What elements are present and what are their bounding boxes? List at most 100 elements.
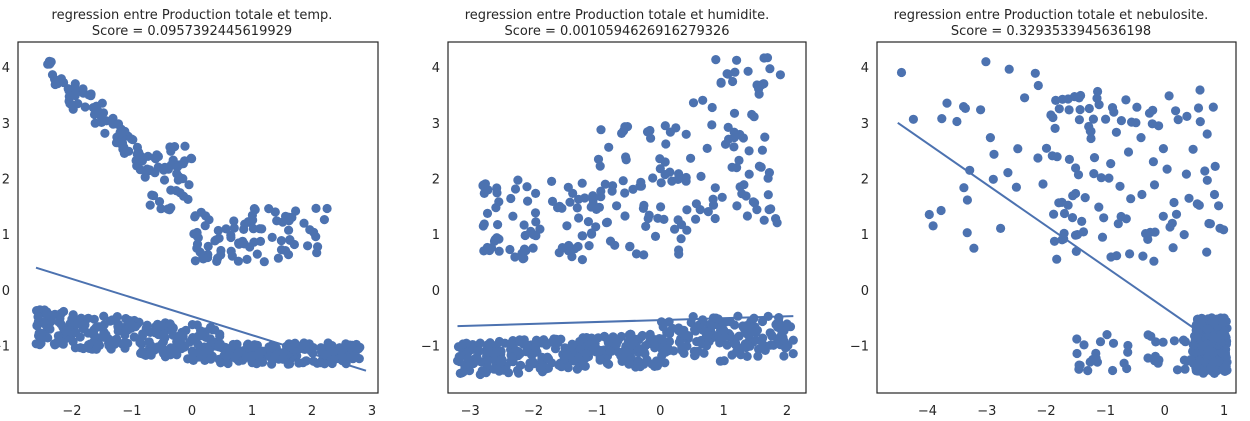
data-point — [264, 342, 274, 352]
data-point — [1020, 93, 1030, 103]
chart-score: Score = 0.0957392445619929 — [92, 24, 292, 39]
data-point — [73, 99, 83, 109]
data-point — [1033, 153, 1043, 163]
data-point — [252, 249, 262, 259]
data-point — [1047, 151, 1057, 161]
data-point — [742, 211, 753, 221]
data-point — [711, 55, 721, 65]
data-point — [1004, 64, 1014, 74]
data-point — [710, 213, 720, 224]
data-point — [1106, 252, 1116, 262]
data-point — [1148, 157, 1158, 167]
data-point — [612, 201, 622, 211]
data-point — [98, 330, 109, 340]
data-point — [562, 350, 572, 360]
data-point — [758, 333, 768, 343]
data-point — [1126, 194, 1136, 204]
data-point — [590, 338, 600, 348]
regression-line — [35, 266, 367, 372]
data-point — [221, 224, 231, 234]
data-point — [719, 356, 729, 366]
y-tick-label: 1 — [432, 228, 440, 243]
data-point — [513, 346, 523, 357]
data-point — [1123, 347, 1133, 357]
data-point — [568, 188, 578, 198]
data-point — [276, 236, 286, 246]
data-point — [1123, 147, 1134, 157]
data-point — [1109, 107, 1119, 117]
data-point — [129, 332, 139, 342]
data-point — [308, 343, 318, 353]
data-point — [113, 322, 123, 332]
data-point — [751, 335, 761, 345]
data-point — [574, 213, 584, 223]
data-point — [670, 224, 680, 234]
data-point — [928, 221, 938, 231]
data-point — [522, 182, 532, 192]
data-point — [1111, 127, 1121, 137]
x-tick-label: 1 — [248, 404, 256, 419]
data-point — [738, 322, 748, 332]
data-point — [607, 186, 617, 196]
data-point — [156, 204, 166, 214]
data-point — [93, 340, 103, 350]
data-point — [1011, 182, 1022, 192]
data-point — [1208, 102, 1218, 112]
data-point — [639, 347, 649, 357]
data-point — [80, 102, 90, 112]
chart-score: Score = 0.3293533945636198 — [951, 24, 1151, 39]
data-point — [722, 69, 732, 79]
data-point — [703, 330, 713, 340]
data-point — [965, 165, 975, 175]
data-point — [1108, 365, 1118, 376]
data-point — [290, 338, 300, 348]
data-point — [257, 357, 267, 367]
data-point — [83, 328, 93, 338]
data-point — [628, 184, 638, 194]
data-point — [580, 193, 590, 203]
y-tick-label: 4 — [861, 61, 869, 76]
data-point — [154, 197, 165, 207]
data-point — [741, 191, 751, 201]
data-point — [1102, 330, 1112, 340]
data-point — [759, 215, 769, 225]
data-point — [1072, 348, 1082, 359]
data-point — [547, 196, 558, 206]
data-point — [316, 358, 326, 368]
x-tick-label: 2 — [308, 404, 316, 419]
data-point — [1083, 366, 1093, 376]
data-point — [311, 203, 321, 213]
data-point — [1169, 336, 1179, 346]
data-point — [682, 225, 692, 235]
data-point — [153, 162, 163, 172]
data-point — [936, 205, 946, 216]
x-tick-label: −2 — [1037, 404, 1056, 419]
scatter-points — [453, 53, 798, 380]
data-point — [204, 345, 214, 355]
chart-score: Score = 0.0010594626916279326 — [504, 24, 729, 39]
data-point — [698, 95, 708, 105]
data-point — [312, 248, 322, 258]
data-point — [757, 145, 768, 155]
data-point — [981, 57, 991, 67]
data-point — [233, 256, 243, 266]
data-point — [1188, 340, 1198, 350]
data-point — [322, 203, 332, 214]
data-point — [198, 254, 208, 264]
data-point — [620, 188, 630, 198]
data-point — [1101, 114, 1111, 124]
data-point — [216, 250, 226, 260]
data-point — [189, 229, 199, 239]
data-point — [483, 347, 493, 357]
data-point — [1099, 213, 1109, 223]
data-point — [735, 182, 745, 192]
data-point — [341, 339, 351, 349]
data-point — [692, 337, 702, 347]
data-point — [228, 339, 238, 350]
data-point — [518, 254, 528, 264]
data-point — [1084, 103, 1094, 114]
data-point — [1115, 181, 1125, 191]
data-point — [969, 243, 979, 253]
data-point — [605, 346, 615, 356]
data-point — [722, 340, 732, 350]
